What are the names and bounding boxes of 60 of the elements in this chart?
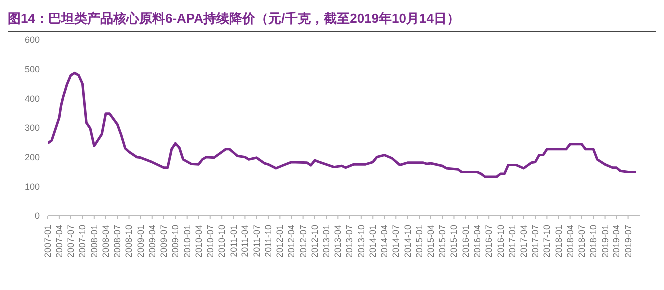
- x-tick-label: 2009-07: [158, 225, 169, 258]
- x-tick-label: 2018-01: [554, 225, 564, 258]
- x-tick-label: 2012-04: [286, 225, 297, 258]
- y-tick-label: 100: [24, 182, 40, 192]
- x-tick-label: 2013-07: [344, 225, 355, 258]
- x-tick-label: 2012-10: [310, 225, 320, 258]
- y-tick-label: 400: [24, 94, 40, 104]
- x-tick-label: 2018-10: [588, 225, 599, 258]
- x-tick-label: 2014-01: [368, 225, 378, 258]
- x-tick-label: 2007-01: [43, 225, 53, 258]
- x-tick-label: 2011-01: [228, 225, 239, 258]
- x-tick-label: 2015-01: [414, 225, 425, 258]
- x-tick-label: 2010-10: [217, 225, 228, 258]
- x-tick-label: 2017-04: [518, 225, 529, 258]
- x-tick-label: 2014-07: [391, 225, 402, 258]
- x-tick-label: 2019-01: [600, 225, 610, 258]
- x-tick-label: 2018-04: [565, 225, 576, 258]
- x-tick-label: 2015-07: [438, 225, 448, 258]
- x-tick-label: 2011-10: [263, 225, 274, 258]
- x-tick-label: 2007-07: [66, 225, 76, 258]
- y-tick-label: 200: [24, 152, 40, 163]
- x-tick-label: 2014-10: [402, 225, 413, 258]
- x-tick-label: 2008-01: [89, 225, 100, 258]
- x-tick-label: 2010-07: [205, 225, 216, 258]
- x-tick-label: 2010-04: [194, 225, 204, 258]
- x-tick-label: 2016-04: [472, 225, 483, 258]
- x-tick-label: 2013-01: [322, 225, 332, 258]
- chart-title: 图14：巴坦类产品核心原料6-APA持续降价（元/千克，截至2019年10月14日）: [8, 8, 656, 32]
- x-tick-label: 2012-01: [275, 225, 286, 258]
- x-tick-label: 2008-10: [124, 225, 134, 258]
- x-tick-label: 2010-01: [182, 225, 192, 258]
- x-tick-label: 2011-04: [240, 225, 250, 258]
- x-tick-label: 2011-07: [252, 225, 262, 258]
- x-tick-label: 2009-10: [170, 225, 181, 258]
- x-tick-label: 2017-10: [542, 225, 552, 258]
- x-tick-label: 2016-01: [460, 225, 471, 258]
- x-tick-label: 2013-10: [356, 225, 366, 258]
- y-tick-label: 300: [24, 123, 40, 134]
- x-tick-label: 2013-04: [333, 225, 344, 258]
- x-tick-label: 2008-04: [100, 225, 111, 258]
- x-tick-label: 2018-07: [576, 225, 587, 258]
- x-tick-label: 2017-07: [530, 225, 540, 258]
- y-tick-label: 600: [24, 35, 40, 46]
- x-tick-label: 2014-04: [380, 225, 390, 258]
- x-tick-label: 2008-07: [112, 225, 123, 258]
- x-tick-label: 2016-07: [484, 225, 494, 258]
- x-tick-label: 2012-07: [298, 225, 308, 258]
- x-tick-label: 2016-10: [496, 225, 506, 258]
- x-tick-label: 2019-07: [623, 225, 634, 258]
- x-tick-label: 2015-04: [426, 225, 436, 258]
- x-tick-label: 2007-04: [54, 225, 64, 258]
- x-tick-label: 2017-01: [507, 225, 518, 258]
- y-tick-label: 500: [24, 64, 40, 75]
- y-tick-label: 0: [34, 211, 40, 222]
- x-tick-label: 2009-01: [136, 225, 146, 258]
- x-tick-label: 2007-10: [78, 225, 88, 258]
- line-series: [48, 72, 638, 178]
- x-tick-label: 2019-04: [612, 225, 622, 258]
- x-tick-label: 2015-10: [449, 225, 460, 258]
- x-tick-label: 2009-04: [147, 225, 158, 258]
